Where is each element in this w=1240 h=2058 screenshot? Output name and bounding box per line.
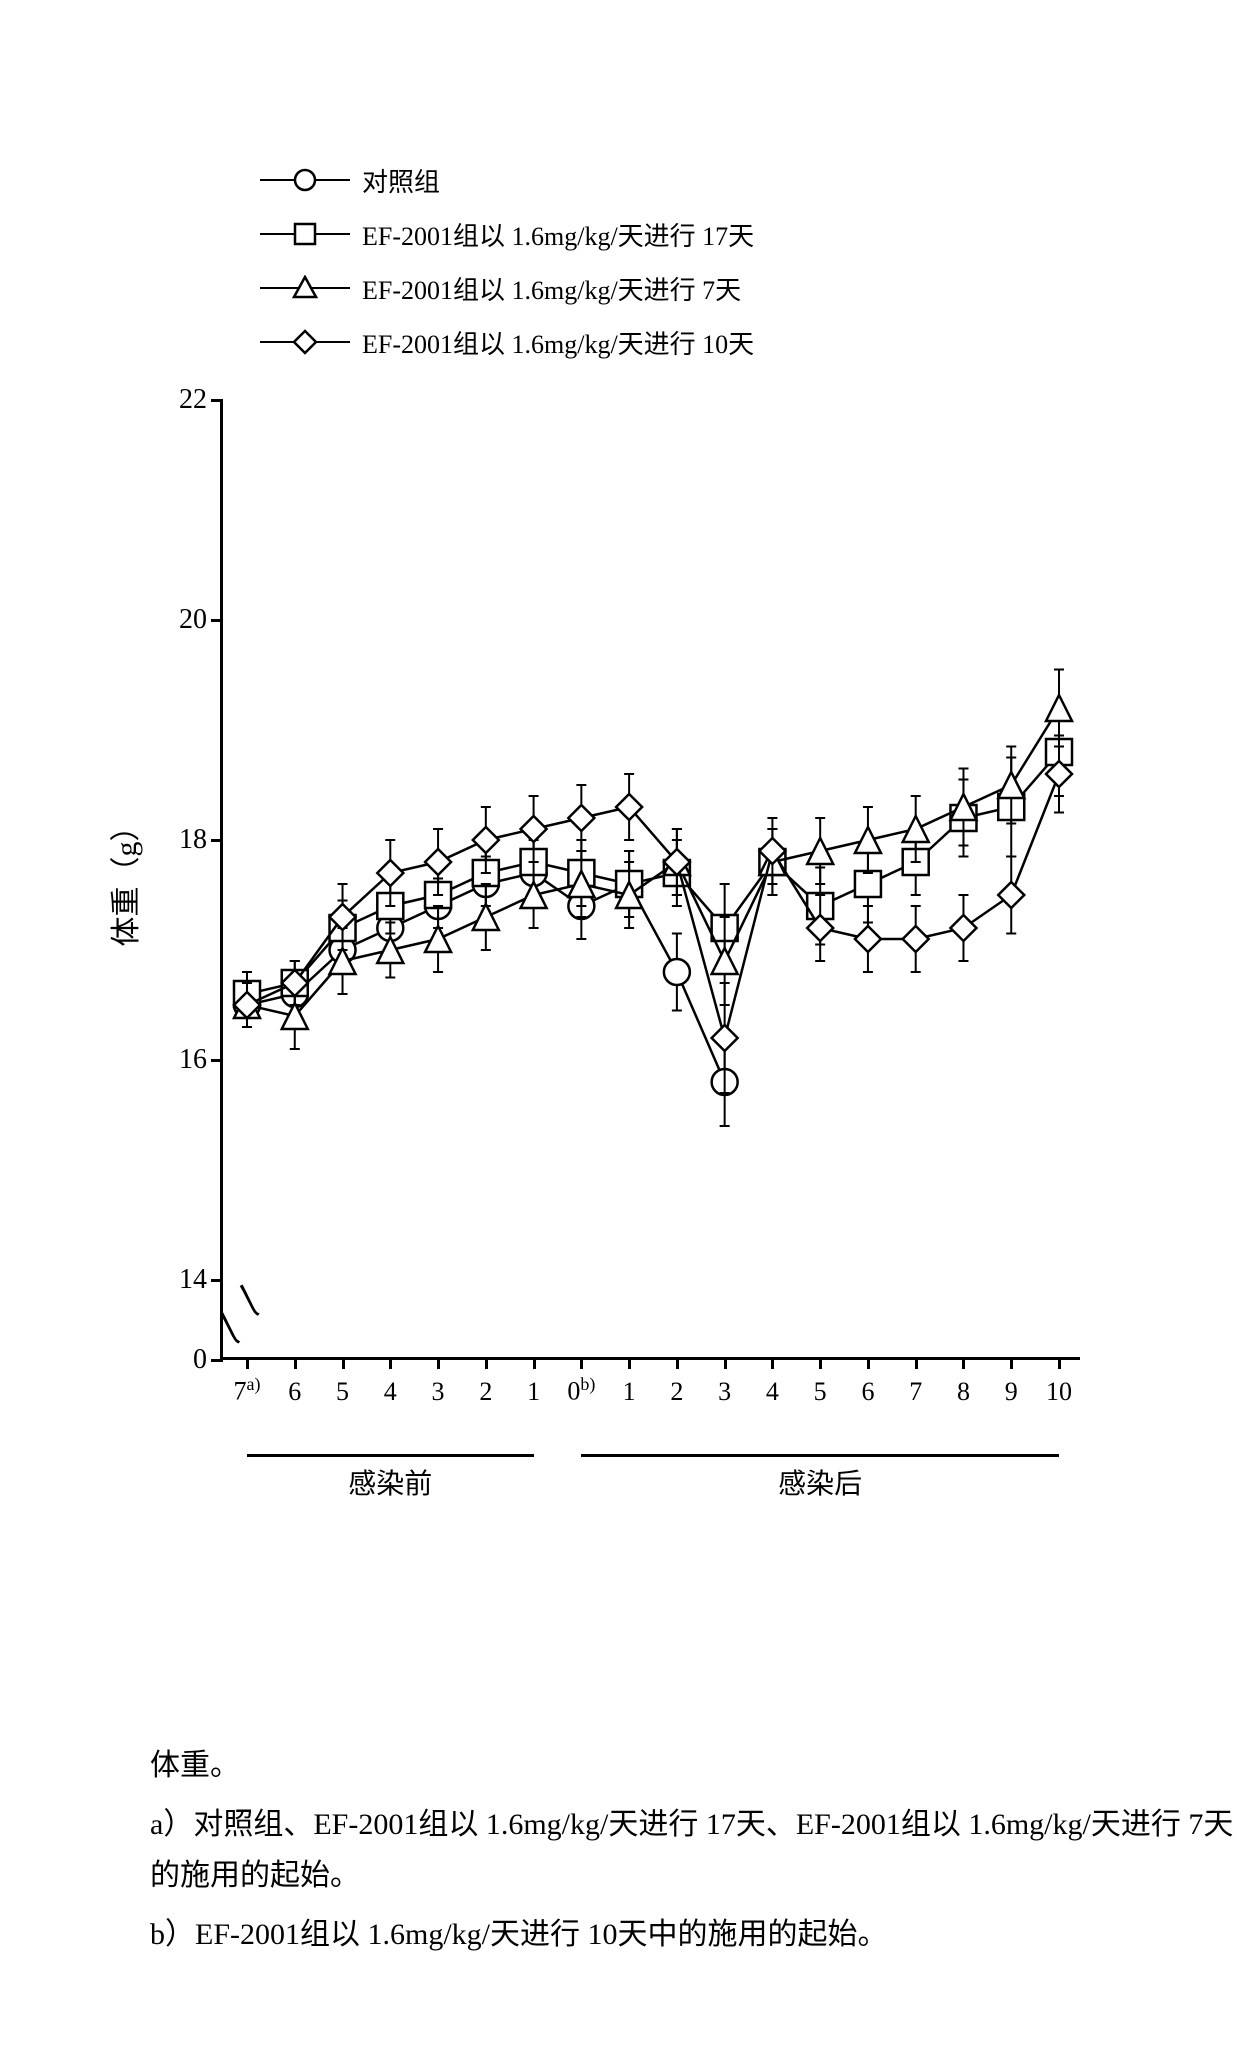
x-tick [771,1357,774,1369]
data-marker [377,937,403,963]
phase-label: 感染后 [778,1462,862,1502]
y-tick [211,619,223,622]
x-tick [1058,1357,1061,1369]
data-marker [473,827,499,853]
data-marker [807,838,833,864]
data-marker [903,926,929,952]
y-tick-label: 18 [163,824,207,856]
data-marker [664,959,690,985]
y-tick-label: 22 [163,384,207,416]
x-tick-label: 7 [909,1377,922,1407]
legend-item: EF-2001组以 1.6mg/kg/天进行 10天 [260,322,754,362]
x-tick [867,1357,870,1369]
phase-bar [247,1454,534,1457]
x-tick-label: 5 [814,1377,827,1407]
legend-item: 对照组 [260,160,754,200]
caption: 体重。 a）对照组、EF-2001组以 1.6mg/kg/天进行 17天、EF-… [150,1740,1240,1968]
y-tick-label: 16 [163,1044,207,1076]
x-tick-label: 4 [384,1377,397,1407]
data-marker [855,871,881,897]
x-tick-label: 1 [527,1377,540,1407]
x-tick [962,1357,965,1369]
data-marker [521,882,547,908]
x-tick-label: 4 [766,1377,779,1407]
x-tick [246,1357,249,1369]
x-tick [915,1357,918,1369]
y-axis-title: 体重（g） [101,811,145,946]
data-marker [998,882,1024,908]
data-marker [855,827,881,853]
legend-label: 对照组 [362,162,440,199]
x-tick [819,1357,822,1369]
data-marker [473,904,499,930]
x-tick-label: 9 [1005,1377,1018,1407]
phase-label: 感染前 [348,1462,432,1502]
legend-label: EF-2001组以 1.6mg/kg/天进行 17天 [362,216,754,253]
y-tick [211,1359,223,1362]
chart-container: 对照组 EF-2001组以 1.6mg/kg/天进行 17天 EF-2001组以… [120,150,1120,1650]
data-marker [903,816,929,842]
caption-note-b: b）EF-2001组以 1.6mg/kg/天进行 10天中的施用的起始。 [150,1909,1240,1960]
y-tick-label: 14 [163,1264,207,1296]
x-tick-label: 6 [288,1377,301,1407]
legend: 对照组 EF-2001组以 1.6mg/kg/天进行 17天 EF-2001组以… [260,160,754,376]
data-marker [998,772,1024,798]
y-tick-label: 0 [163,1344,207,1376]
y-tick [211,399,223,402]
series-line [247,774,1059,1038]
y-tick [211,1059,223,1062]
x-tick [342,1357,345,1369]
x-tick-label: 6 [861,1377,874,1407]
plot-area: 体重（g） 014161820227a)6543210b)12345678910… [220,400,1080,1360]
x-tick-label: 2 [670,1377,683,1407]
data-marker [712,948,738,974]
phase-bar [581,1454,1059,1457]
x-tick [1010,1357,1013,1369]
legend-marker-diamond [260,327,350,357]
caption-note-a: a）对照组、EF-2001组以 1.6mg/kg/天进行 17天、EF-2001… [150,1799,1240,1901]
x-tick-label: 0b) [567,1374,595,1407]
x-tick-label: 7a) [234,1374,261,1407]
x-tick-label: 3 [718,1377,731,1407]
data-marker [425,849,451,875]
x-tick [437,1357,440,1369]
x-tick [676,1357,679,1369]
data-marker [568,805,594,831]
legend-item: EF-2001组以 1.6mg/kg/天进行 7天 [260,268,754,308]
x-tick-label: 8 [957,1377,970,1407]
legend-marker-circle [260,165,350,195]
x-tick-label: 2 [479,1377,492,1407]
data-marker [712,1025,738,1051]
caption-title: 体重。 [150,1740,1240,1791]
legend-marker-square [260,219,350,249]
x-tick [485,1357,488,1369]
x-tick [724,1357,727,1369]
legend-label: EF-2001组以 1.6mg/kg/天进行 7天 [362,270,741,307]
legend-item: EF-2001组以 1.6mg/kg/天进行 17天 [260,214,754,254]
data-marker [1046,695,1072,721]
x-tick-label: 5 [336,1377,349,1407]
x-tick [294,1357,297,1369]
x-tick-label: 10 [1046,1377,1072,1407]
x-tick-label: 3 [432,1377,445,1407]
x-tick [389,1357,392,1369]
data-marker [950,915,976,941]
legend-label: EF-2001组以 1.6mg/kg/天进行 10天 [362,324,754,361]
x-tick-label: 1 [623,1377,636,1407]
data-layer [223,400,1080,1357]
x-tick [580,1357,583,1369]
y-tick-label: 20 [163,604,207,636]
y-tick [211,1279,223,1282]
y-tick [211,839,223,842]
series-line [247,708,1059,1016]
x-tick [533,1357,536,1369]
series-line [247,752,1059,994]
x-tick [628,1357,631,1369]
data-marker [425,926,451,952]
data-marker [521,816,547,842]
data-marker [855,926,881,952]
legend-marker-triangle [260,273,350,303]
